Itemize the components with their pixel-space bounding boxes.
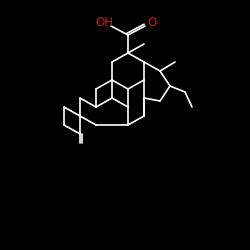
Text: O: O: [148, 16, 156, 28]
Text: OH: OH: [95, 16, 113, 28]
